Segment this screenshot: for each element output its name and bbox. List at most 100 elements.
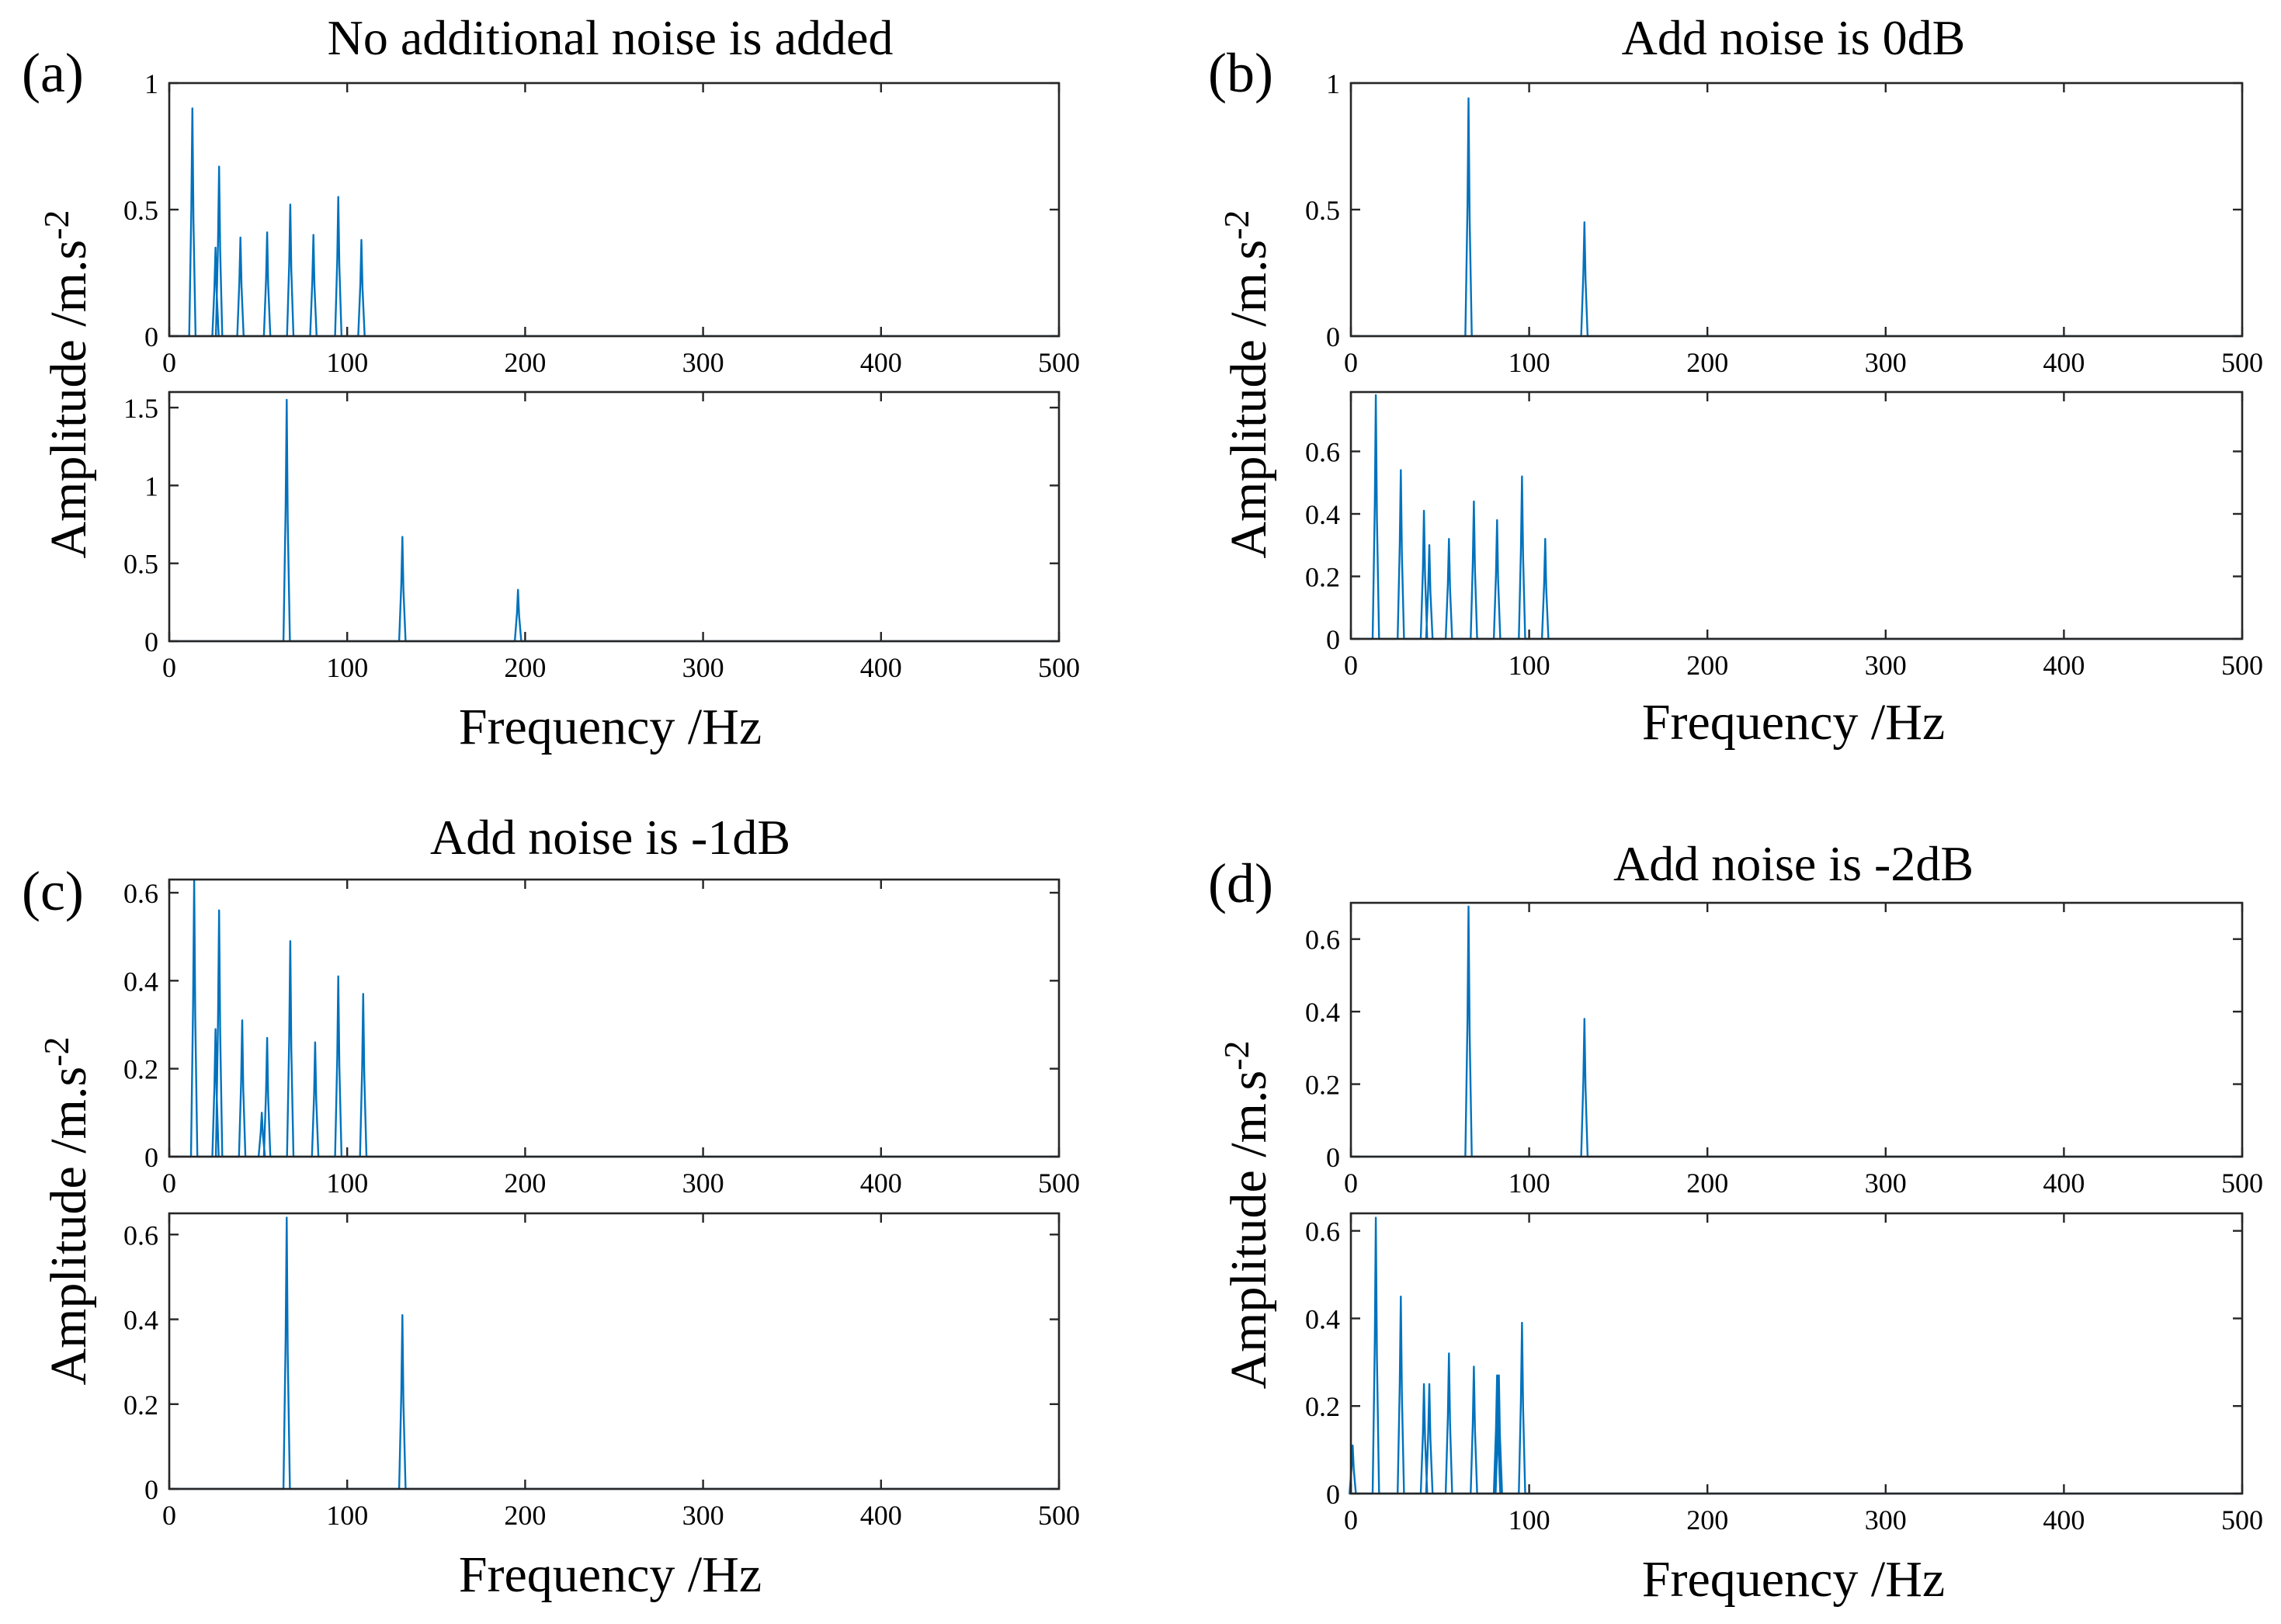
panel-a-top-frame [168, 82, 1061, 338]
panel-c-bottom-frame [168, 1212, 1061, 1490]
panel-d-top-xtick-label: 500 [2221, 1168, 2263, 1199]
panel-c-top-ytick-label: 0 [144, 1142, 158, 1173]
panel-b: (b) Add noise is 0dB Amplitude /m.s-2 Fr… [1208, 10, 2263, 751]
panel-c-bottom-ytick-label: 0.6 [123, 1220, 158, 1251]
panel-c-bottom-xtick-label: 400 [860, 1500, 902, 1531]
panel-d-top-ytick-label: 0 [1326, 1142, 1340, 1173]
panel-d-top-xtick-label: 300 [1865, 1168, 1907, 1199]
panel-a-title: No additional noise is added [328, 10, 894, 65]
panel-b-xlabel: Frequency /Hz [1642, 694, 1945, 751]
panel-c-bottom-ytick-label: 0.2 [123, 1390, 158, 1421]
panel-c-top-frame [168, 878, 1061, 1158]
panel-a-bottom-xtick-label: 200 [504, 652, 546, 683]
panel-c-top-xtick-label: 400 [860, 1168, 902, 1199]
panel-d-title: Add noise is -2dB [1613, 836, 1974, 891]
panel-c-ylabel-text: Amplitude /m.s [40, 1067, 97, 1386]
panel-d-top-xtick-label: 400 [2043, 1168, 2085, 1199]
panel-b-top-ytick-label: 0.5 [1305, 195, 1340, 226]
panel-b-top-frame [1349, 82, 2244, 338]
panel-d-axes-bottom: 0 100 200 300 400 500 0 0.2 0.4 0.6 [1305, 1212, 2263, 1536]
panel-d-top-series-line [1351, 907, 2242, 1157]
panel-b-axes-bottom: 0 100 200 300 400 500 0 0.2 0.4 0.6 [1305, 390, 2263, 681]
panel-b-bottom-xtick-label: 100 [1509, 650, 1550, 681]
panel-a-bottom-ytick-label: 0 [144, 626, 158, 658]
panel-a-top-xtick-label: 400 [860, 347, 902, 378]
panel-a-bottom-ytick-label: 0.5 [123, 549, 158, 580]
panel-c-top-xtick-label: 200 [504, 1168, 546, 1199]
panel-c-top-ytick-label: 0.4 [123, 966, 158, 997]
panel-d-bottom-xtick-label: 100 [1509, 1504, 1550, 1536]
panel-a-bottom-frame [168, 390, 1061, 643]
panel-b-bottom-xtick-label: 300 [1865, 650, 1907, 681]
panel-d-bottom-xtick-label: 500 [2221, 1504, 2263, 1536]
panel-d-bottom-frame [1349, 1212, 2244, 1495]
panel-a-bottom-xtick-label: 300 [682, 652, 724, 683]
panel-c-bottom-xtick-label: 200 [504, 1500, 546, 1531]
panel-c-bottom-ytick-label: 0.4 [123, 1305, 158, 1336]
panel-a-top-ytick-label: 1 [144, 68, 158, 99]
panel-b-top-xtick-label: 0 [1344, 347, 1358, 378]
panel-a-bottom-series-line [169, 400, 1059, 641]
panel-a-bottom-xtick-label: 0 [162, 652, 176, 683]
panel-d-xlabel: Frequency /Hz [1642, 1551, 1945, 1608]
panel-a-axes-bottom: 0 100 200 300 400 500 0 0.5 1 1.5 [123, 390, 1080, 683]
panel-c-top-xtick-label: 300 [682, 1168, 724, 1199]
panel-d: (d) Add noise is -2dB Amplitude /m.s-2 F… [1208, 836, 2263, 1608]
panel-b-top-ytick-label: 0 [1326, 321, 1340, 352]
panel-d-top-frame [1349, 901, 2244, 1158]
panel-b-bottom-ytick-label: 0.2 [1305, 561, 1340, 592]
panel-d-ylabel-text: Amplitude /m.s [1220, 1071, 1277, 1390]
panel-d-bottom-ytick-label: 0.6 [1305, 1216, 1340, 1247]
panel-a-bottom-xtick-label: 500 [1038, 652, 1080, 683]
panel-c-xlabel: Frequency /Hz [459, 1546, 762, 1603]
panel-b-bottom-xtick-label: 500 [2221, 650, 2263, 681]
panel-c-bottom-ytick-label: 0 [144, 1474, 158, 1505]
panel-c-top-series-line [169, 880, 1059, 1157]
panel-c-top-ytick-label: 0.2 [123, 1054, 158, 1085]
panel-d-axes-top: 0 100 200 300 400 500 0 0.2 0.4 0.6 [1305, 901, 2263, 1199]
panel-a-top-ytick-label: 0.5 [123, 195, 158, 226]
panel-b-bottom-frame [1349, 390, 2244, 640]
panel-d-bottom-xtick-label: 200 [1686, 1504, 1728, 1536]
panel-b-top-xtick-label: 200 [1686, 347, 1728, 378]
panel-a-top-xtick-label: 100 [326, 347, 368, 378]
panel-b-top-xtick-label: 400 [2043, 347, 2085, 378]
panel-d-top-xtick-label: 0 [1344, 1168, 1358, 1199]
panel-b-top-xtick-label: 100 [1509, 347, 1550, 378]
panel-d-ylabel: Amplitude /m.s-2 [1217, 1041, 1277, 1390]
panel-a-top-xtick-label: 500 [1038, 347, 1080, 378]
panel-b-bottom-xtick-label: 0 [1344, 650, 1358, 681]
panel-d-bottom-ytick-label: 0.4 [1305, 1303, 1340, 1334]
panel-a-top-ytick-label: 0 [144, 321, 158, 352]
panel-d-bottom-ytick-label: 0 [1326, 1479, 1340, 1510]
panel-b-bottom-ytick-label: 0.6 [1305, 436, 1340, 467]
panel-a-bottom-ytick-label: 1 [144, 470, 158, 501]
panel-d-top-ytick-label: 0.6 [1305, 925, 1340, 956]
panel-b-bottom-ytick-label: 0 [1326, 624, 1340, 655]
panel-d-top-xtick-label: 200 [1686, 1168, 1728, 1199]
panel-c: (c) Add noise is -1dB Amplitude /m.s-2 F… [22, 810, 1080, 1603]
panel-a-ylabel-text: Amplitude /m.s [40, 240, 97, 559]
panel-b-top-xtick-label: 300 [1865, 347, 1907, 378]
panel-b-ylabel-text: Amplitude /m.s [1220, 240, 1277, 559]
panel-b-ylabel: Amplitude /m.s-2 [1217, 210, 1277, 559]
panel-b-title: Add noise is 0dB [1622, 10, 1966, 65]
panel-c-bottom-xtick-label: 0 [162, 1500, 176, 1531]
panel-a-letter: (a) [22, 42, 84, 104]
panel-c-axes-bottom: 0 100 200 300 400 500 0 0.2 0.4 0.6 [123, 1212, 1080, 1531]
panel-a-bottom-xtick-label: 100 [326, 652, 368, 683]
panel-c-top-ytick-label: 0.6 [123, 878, 158, 909]
panel-c-top-xtick-label: 100 [326, 1168, 368, 1199]
panel-d-letter: (d) [1208, 852, 1273, 914]
panel-a-xlabel: Frequency /Hz [459, 699, 762, 755]
panel-a-bottom-xtick-label: 400 [860, 652, 902, 683]
panel-d-top-ytick-label: 0.2 [1305, 1070, 1340, 1101]
panel-a-top-xtick-label: 300 [682, 347, 724, 378]
panel-c-bottom-xtick-label: 300 [682, 1500, 724, 1531]
panel-c-letter: (c) [22, 860, 84, 922]
panel-b-bottom-xtick-label: 400 [2043, 650, 2085, 681]
panel-c-ylabel: Amplitude /m.s-2 [36, 1037, 97, 1386]
panel-d-bottom-series-line [1349, 1218, 2242, 1494]
panel-a: (a) No additional noise is added Amplitu… [22, 10, 1080, 755]
panel-c-axes-top: 0 100 200 300 400 500 0 0.2 0.4 0.6 [123, 878, 1080, 1199]
